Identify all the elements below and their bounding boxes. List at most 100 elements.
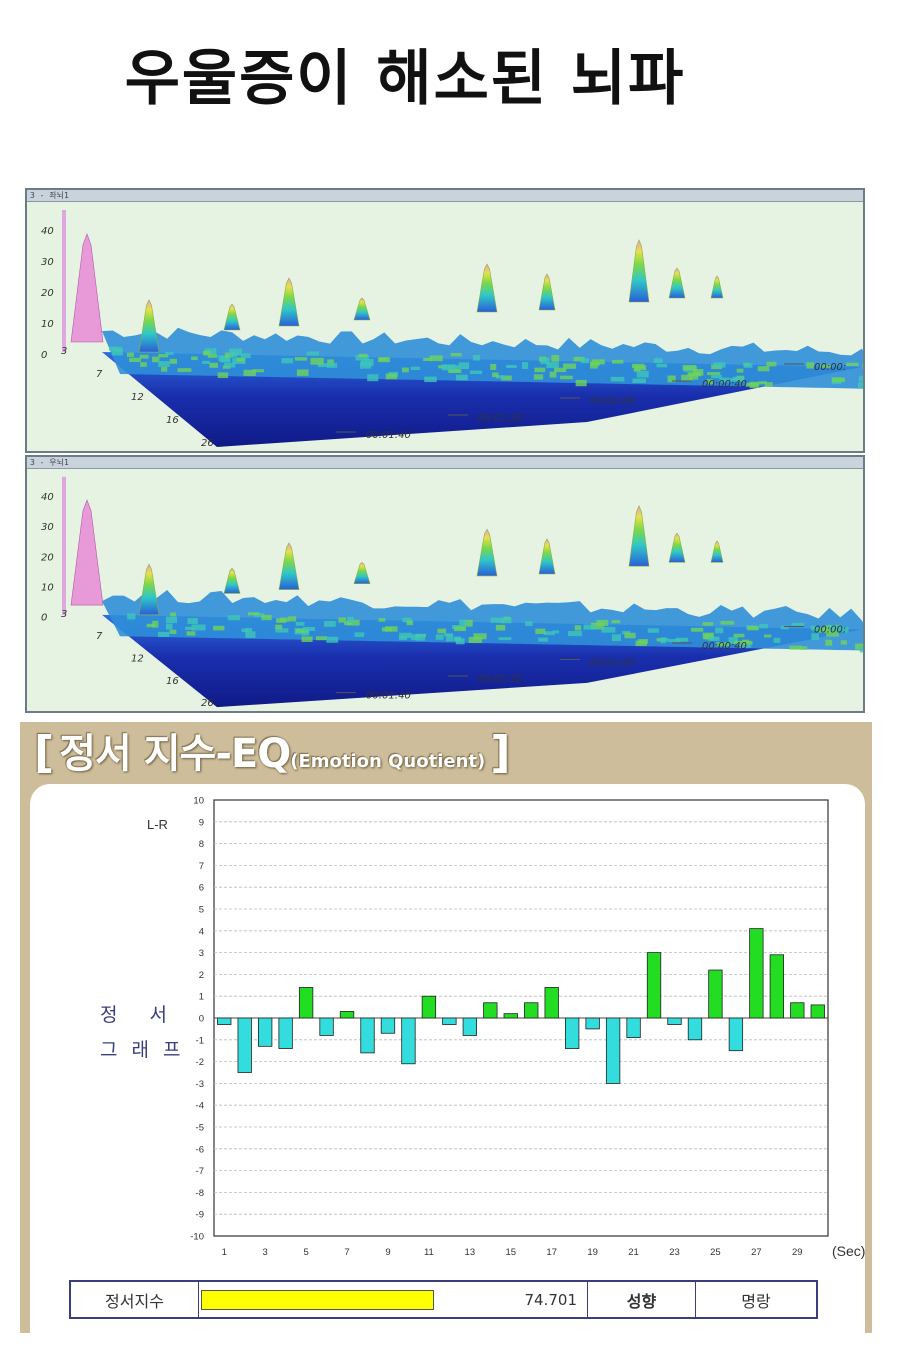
x-tick-label: 15 xyxy=(505,1247,516,1258)
spectrum-speckle xyxy=(490,363,497,370)
spectrum-speckle xyxy=(632,378,647,384)
spectrum-speckle xyxy=(126,352,134,357)
eq-bar xyxy=(626,1017,641,1039)
spectrum-speckle xyxy=(227,615,241,621)
spectrum-speckle xyxy=(146,623,155,628)
trait-label-cell: 성향 xyxy=(588,1282,696,1317)
spectrum-speckle xyxy=(161,366,168,372)
eq-bar xyxy=(503,1013,518,1019)
spectrum-speckle xyxy=(295,628,309,633)
eq-bar xyxy=(339,1011,355,1019)
spectrum-speckle xyxy=(454,626,466,632)
spectrum-speckle xyxy=(638,639,648,644)
eq-bar xyxy=(319,1017,334,1036)
spectrum-peak xyxy=(538,273,556,311)
spectrum-speckle xyxy=(326,362,338,368)
spectrum-speckle xyxy=(209,362,219,368)
spectrum-speckle xyxy=(177,368,192,372)
x-tick-label: 3 xyxy=(263,1247,268,1258)
spectrum-speckle xyxy=(165,351,174,355)
spectrum-speckle xyxy=(441,364,456,371)
spectrum-speckle xyxy=(757,366,770,372)
spectrum-speckle xyxy=(858,375,863,382)
z-tick-label: 40 xyxy=(41,226,54,237)
spectrum-speckle xyxy=(455,374,468,381)
spectrum-speckle xyxy=(732,376,745,381)
spectrum-speckle xyxy=(201,360,210,364)
freq-tick-label: 12 xyxy=(131,392,144,403)
spectrum-speckle xyxy=(429,355,443,362)
z-axis-strip xyxy=(62,476,66,615)
spectrum-speckle xyxy=(521,362,529,369)
eeg-panel-titlebar: 3 - 좌뇌1 xyxy=(27,190,863,202)
eq-bar xyxy=(749,928,764,1019)
spectrum-speckle xyxy=(720,620,735,625)
eeg-3d-spectrum-right: 3 - 우뇌1 40 30 20 10 0 3 7 12 16 26 00:01:40 00:01:2… xyxy=(25,455,865,713)
spectrum-peak xyxy=(668,532,686,563)
spectrum-speckle xyxy=(737,643,752,648)
spectrum-peak xyxy=(538,538,556,575)
spectrum-peak xyxy=(476,263,498,313)
spectrum-speckle xyxy=(554,367,567,373)
spectrum-speckle xyxy=(140,362,147,367)
spectrum-speckle xyxy=(716,642,730,647)
spectrum-speckle xyxy=(573,356,585,362)
spectrum-speckle xyxy=(203,350,211,356)
spectrum-speckle xyxy=(590,622,605,630)
y-tick-label: -2 xyxy=(196,1057,204,1068)
y-tick-label: -10 xyxy=(190,1232,204,1243)
spectrum-speckle xyxy=(764,634,772,638)
spectrum-speckle xyxy=(800,646,808,650)
freq-tick-label: 12 xyxy=(131,653,144,664)
spectrum-speckle xyxy=(458,362,470,370)
spectrum-speckle xyxy=(596,619,609,626)
freq-tick-label: 3 xyxy=(61,609,67,620)
spectrum-speckle xyxy=(560,375,573,380)
spectrum-speckle xyxy=(841,626,849,633)
spectrum-speckle xyxy=(169,612,177,617)
x-tick-label: 17 xyxy=(546,1247,557,1258)
spectrum-speckle xyxy=(327,359,334,366)
spectrum-speckle xyxy=(224,362,236,368)
y-tick-label: -9 xyxy=(196,1210,204,1221)
spectrum-speckle xyxy=(261,614,272,621)
spectrum-speckle xyxy=(540,357,550,365)
eq-bar xyxy=(667,1017,682,1025)
spectrum-peak xyxy=(628,505,650,567)
x-axis-label: (Sec) xyxy=(832,1243,865,1259)
z-tick-label: 10 xyxy=(41,583,54,594)
spectrum-speckle xyxy=(338,617,346,623)
spectrum-speckle xyxy=(806,362,814,369)
spectrum-speckle xyxy=(296,369,309,376)
spectrum-speckle xyxy=(275,628,289,633)
spectrum-peak xyxy=(70,499,104,606)
spectrum-speckle xyxy=(169,358,177,364)
spectrum-peak xyxy=(278,277,300,327)
eeg-3d-spectrum-left: 3 - 좌뇌1 40 30 20 10 0 3 7 12 16 26 00:01:40 00:01:2… xyxy=(25,188,865,453)
eq-bar xyxy=(237,1017,252,1073)
spectrum-speckle xyxy=(236,357,245,362)
spectrum-speckle xyxy=(492,372,499,378)
spectrum-speckle xyxy=(490,617,505,623)
spectrum-speckle xyxy=(152,620,159,628)
spectrum-speckle xyxy=(711,375,722,379)
eq-bar xyxy=(217,1017,232,1025)
eq-bar xyxy=(442,1017,457,1025)
spectrum-speckle xyxy=(240,353,251,359)
spectrum-speckle xyxy=(435,634,444,640)
spectrum-speckle xyxy=(450,352,462,357)
spectrum-speckle xyxy=(667,638,681,643)
spectrum-speckle xyxy=(399,632,412,639)
spectrum-speckle xyxy=(358,353,368,358)
spectrum-peak xyxy=(668,267,686,299)
y-tick-label: -8 xyxy=(196,1188,204,1199)
spectrum-speckle xyxy=(546,362,559,369)
eq-bar xyxy=(585,1017,600,1030)
time-tick-label: 00:00: xyxy=(814,362,846,373)
spectrum-speckle xyxy=(749,381,759,389)
spectrum-speckle xyxy=(855,643,863,650)
spectrum-speckle xyxy=(538,637,549,642)
spectrum-speckle xyxy=(506,364,517,369)
spectrum-speckle xyxy=(367,374,379,382)
x-tick-label: 5 xyxy=(303,1247,308,1258)
